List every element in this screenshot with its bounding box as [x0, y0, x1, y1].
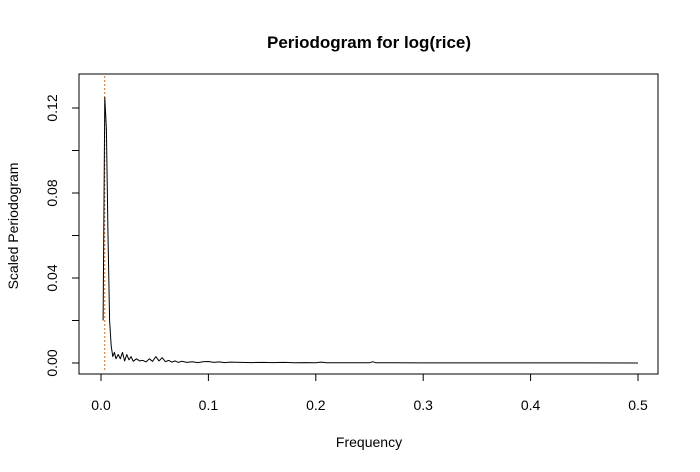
periodogram-line [102, 96, 639, 364]
x-tick-label: 0.1 [199, 397, 219, 413]
x-tick-label: 0.3 [413, 397, 433, 413]
x-tick-label: 0.0 [91, 397, 111, 413]
y-tick-label: 0.12 [44, 94, 60, 121]
y-axis-title: Scaled Periodogram [5, 163, 21, 290]
plot-frame [78, 73, 659, 375]
series-group [102, 96, 639, 364]
y-tick-label: 0.08 [44, 179, 60, 206]
y-tick-label: 0.00 [44, 349, 60, 376]
x-tick-label: 0.4 [521, 397, 541, 413]
x-tick-label: 0.2 [306, 397, 326, 413]
y-axis: 0.00 0.04 0.08 0.12 [44, 86, 80, 377]
y-tick-label: 0.04 [44, 264, 60, 291]
x-tick-label: 0.5 [628, 397, 648, 413]
x-axis: 0.0 0.1 0.2 0.3 0.4 0.5 [91, 373, 648, 413]
chart-title: Periodogram for log(rice) [267, 33, 471, 52]
x-axis-title: Frequency [336, 434, 402, 450]
